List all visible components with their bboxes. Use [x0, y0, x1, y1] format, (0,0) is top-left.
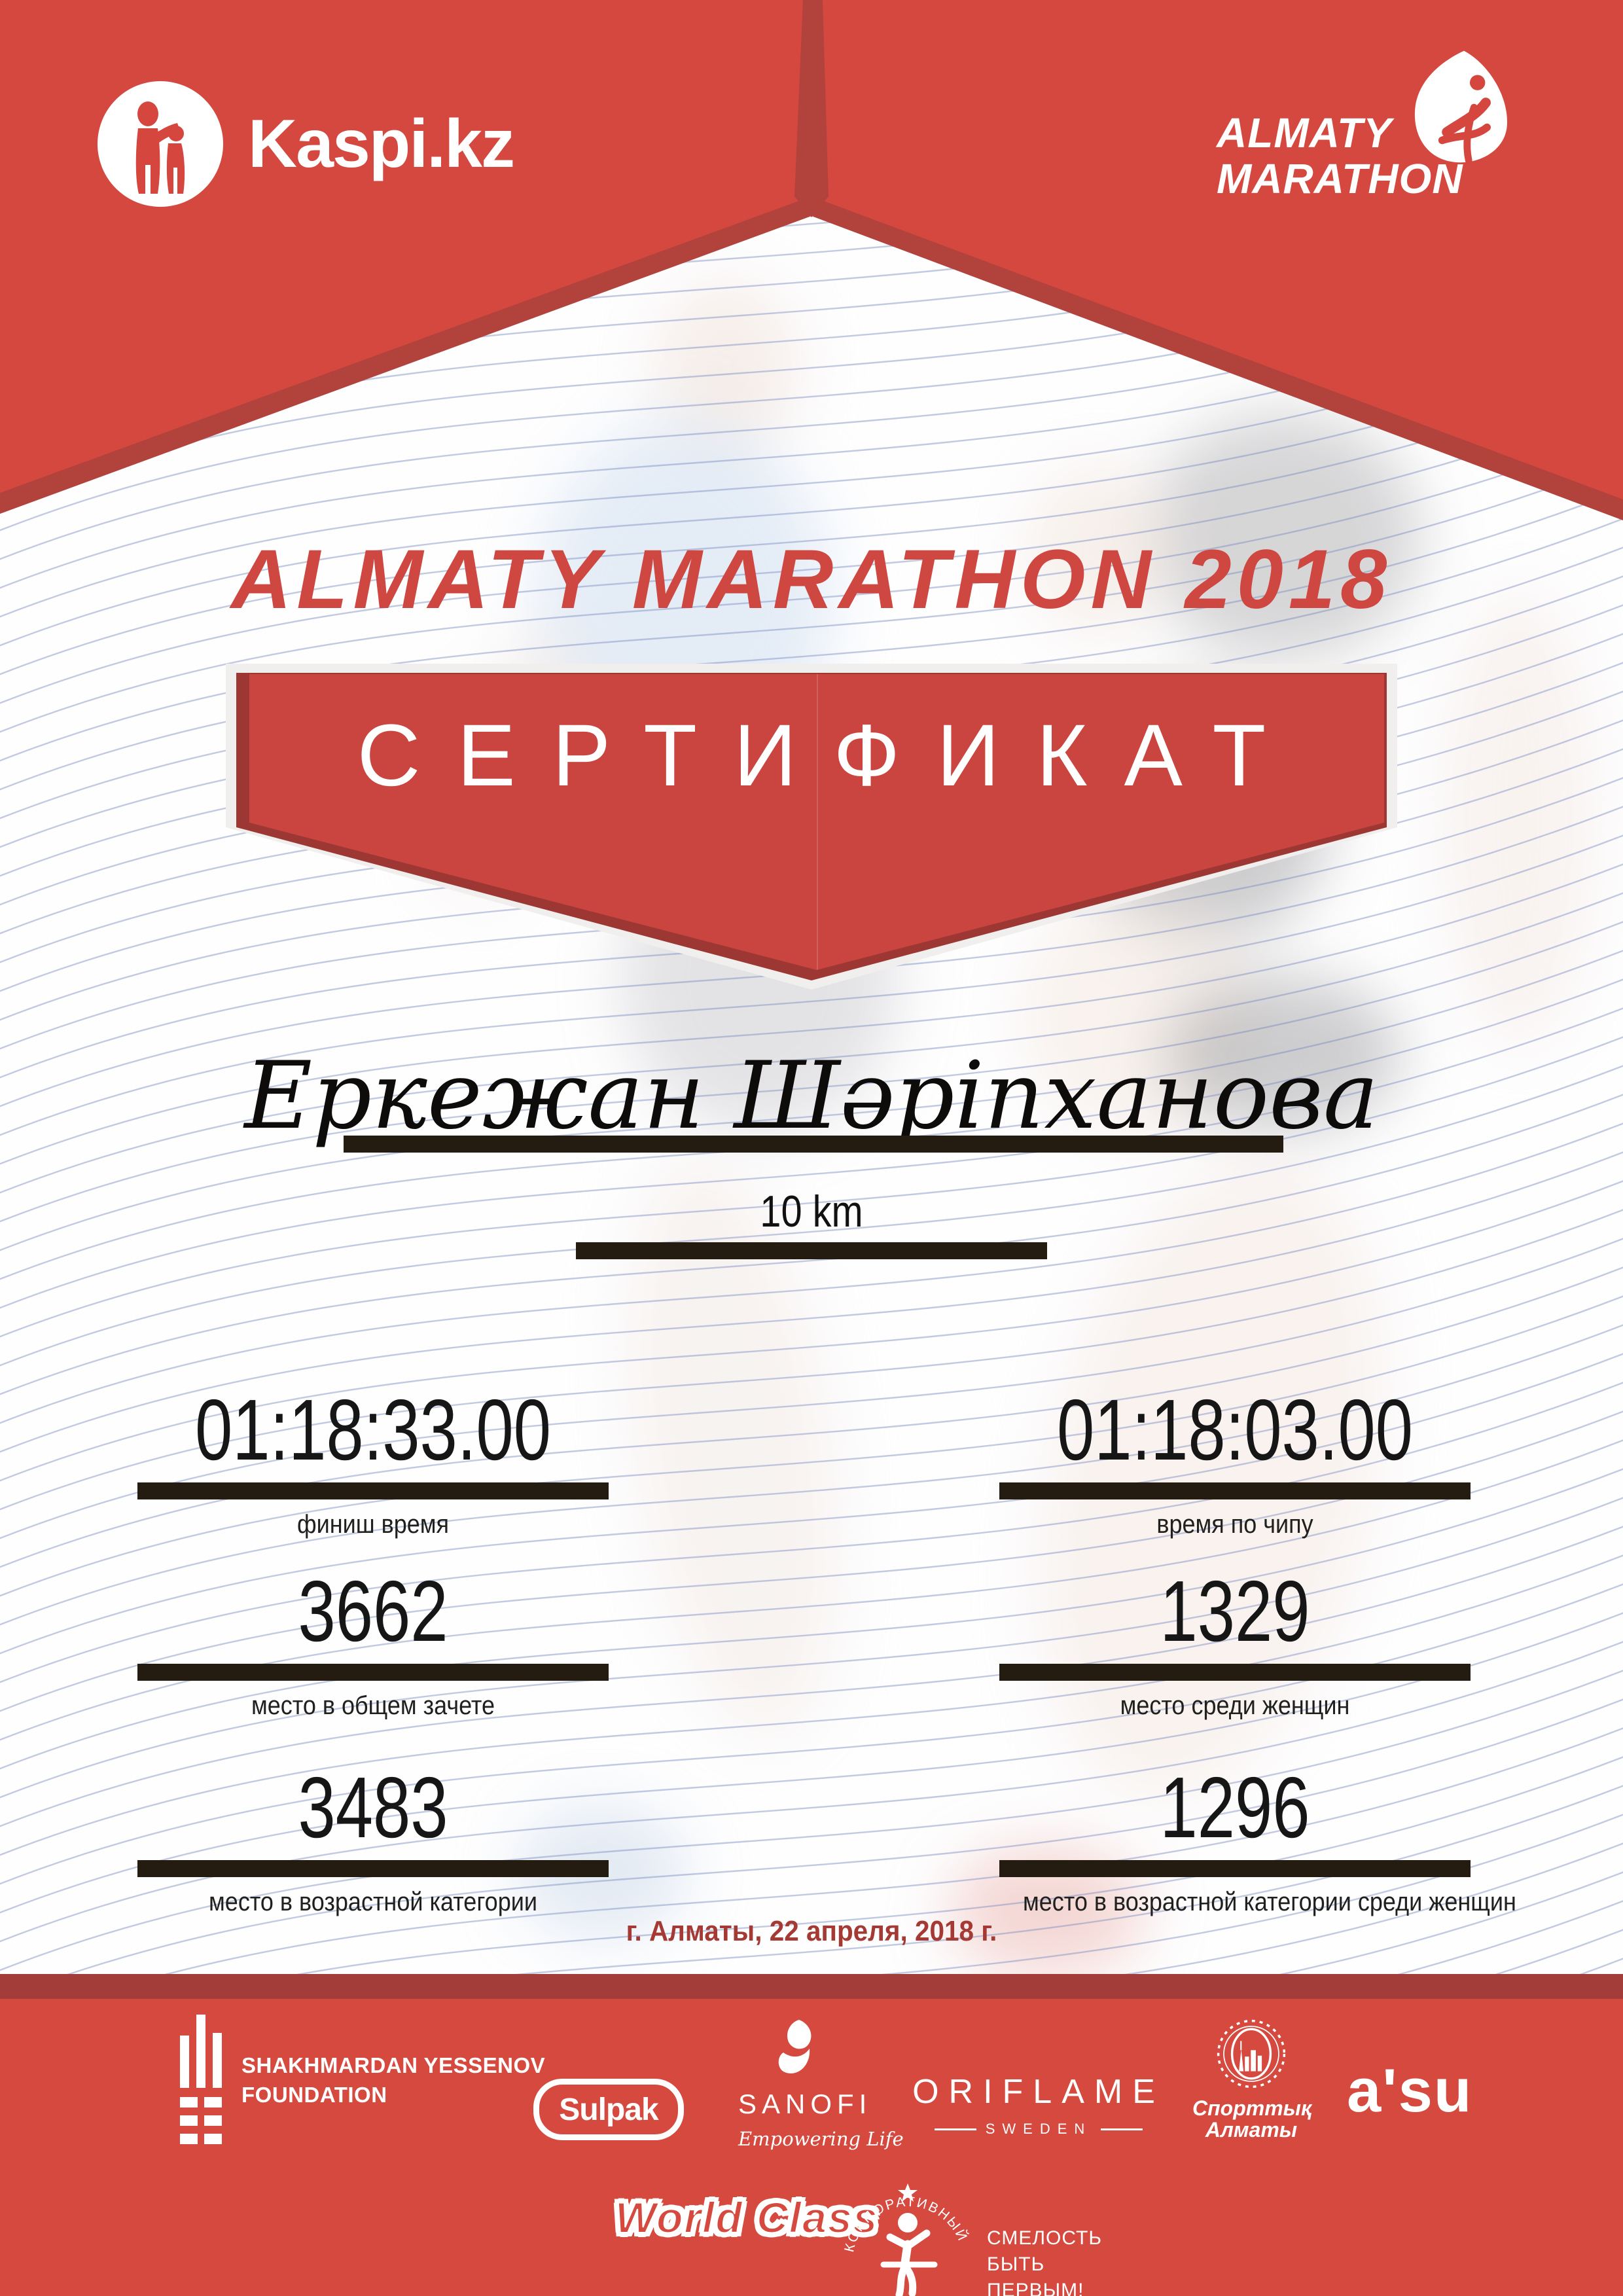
stat-underline	[999, 1860, 1471, 1877]
oriflame-dash-right	[1101, 2128, 1143, 2130]
stat-age-category-women-place: 1296 место в возрастной категории среди …	[999, 1759, 1516, 1916]
header-band	[0, 0, 1623, 537]
stat-value: 3483	[298, 1759, 448, 1856]
sport-almaty-text: Спорттық Алматы	[1192, 2096, 1312, 2142]
fund-star-icon	[898, 2183, 918, 2202]
almaty-marathon-logo-text: ALMATY MARATHON	[1217, 110, 1463, 202]
sanofi-logo-text: SANOFI	[738, 2089, 872, 2119]
stat-value: 01:18:33.00	[195, 1382, 551, 1478]
oriflame-logo-text: ORIFLAME	[912, 2073, 1165, 2111]
photo-woman-hair	[1145, 412, 1420, 661]
stat-label: время по чипу	[1156, 1510, 1313, 1539]
sport-almaty-line1: Спорттық	[1192, 2096, 1312, 2120]
stat-label: финиш время	[296, 1510, 450, 1539]
maroon-stripe	[0, 1974, 1623, 1999]
certificate-ribbon: СЕРТИФИКАТ	[226, 664, 1397, 990]
sulpak-logo-text: Sulpak	[559, 2092, 658, 2127]
yessenov-line2: FOUNDATION	[241, 2083, 387, 2107]
asu-logo: a'su	[1347, 2056, 1473, 2125]
distance-value: 10 km	[760, 1187, 863, 1236]
event-date-location: г. Алматы, 22 апреля, 2018 г.	[626, 1915, 997, 1947]
stat-underline	[137, 1664, 609, 1681]
oriflame-dash-left	[934, 2128, 976, 2130]
corporate-fund-emblem-icon: КОРПОРАТИВНЫЙ ФОНД	[839, 2176, 971, 2296]
kaspi-logo-text: Kaspi.kz	[248, 105, 515, 182]
sanofi-tagline: Empowering Life	[738, 2128, 904, 2150]
stat-value: 1329	[1160, 1563, 1310, 1659]
yessenov-foundation-icon	[180, 2015, 222, 2144]
almaty-marathon-line1: ALMATY	[1217, 109, 1392, 156]
fund-slogan-line1: СМЕЛОСТЬ	[987, 2227, 1103, 2249]
name-underline	[344, 1136, 1283, 1153]
photo-woman-torso	[1021, 890, 1257, 1139]
oriflame-sweden-row: SWEDEN	[911, 2121, 1166, 2138]
stat-label: место в возрастной категории среди женщи…	[1023, 1888, 1516, 1916]
yessenov-foundation-logo: SHAKHMARDAN YESSENOV FOUNDATION	[180, 2015, 545, 2145]
fund-slogan-line2: БЫТЬ	[987, 2253, 1045, 2275]
stat-women-place: 1329 место среди женщин	[999, 1568, 1471, 1720]
sport-almaty-line2: Алматы	[1205, 2118, 1298, 2142]
stat-label: место среди женщин	[1120, 1691, 1350, 1720]
distance-underline	[576, 1242, 1047, 1259]
stat-underline	[999, 1664, 1471, 1681]
stat-label: место в общем зачете	[251, 1691, 495, 1720]
certificate-label: СЕРТИФИКАТ	[357, 707, 1303, 804]
photo-woman-shorts	[1165, 975, 1400, 1132]
world-class-logo: World Class	[615, 2193, 879, 2242]
stat-overall-place: 3662 место в общем зачете	[137, 1568, 609, 1720]
oriflame-sweden-text: SWEDEN	[985, 2121, 1092, 2137]
fund-slogan-line3: ПЕРВЫМ!	[987, 2280, 1084, 2296]
event-title: ALMATY MARATHON 2018	[230, 533, 1393, 626]
stat-label: место в возрастной категории	[209, 1888, 537, 1916]
sanofi-bird-icon	[778, 2020, 812, 2073]
stat-value: 01:18:03.00	[1057, 1382, 1413, 1478]
stat-underline	[137, 1482, 609, 1499]
yessenov-line1: SHAKHMARDAN YESSENOV	[241, 2053, 546, 2077]
stat-underline	[137, 1860, 609, 1877]
sulpak-logo: Sulpak	[533, 2079, 684, 2140]
stat-finish-time: 01:18:33.00 финиш время	[137, 1387, 609, 1539]
photo-woman-face	[1027, 465, 1171, 635]
stat-underline	[999, 1482, 1471, 1499]
stat-chip-time: 01:18:03.00 время по чипу	[999, 1387, 1471, 1539]
kaspi-icon	[98, 81, 223, 207]
photo-arm-right	[1440, 589, 1597, 1047]
kaspi-logo: Kaspi.kz	[98, 81, 515, 207]
stat-value: 3662	[298, 1563, 448, 1659]
fund-slogan: СМЕЛОСТЬ БЫТЬ ПЕРВЫМ!	[987, 2225, 1102, 2296]
sport-almaty-logo: Спорттық Алматы	[1192, 2017, 1312, 2142]
stat-value: 1296	[1160, 1759, 1310, 1856]
sponsors-footer: SHAKHMARDAN YESSENOV FOUNDATION Sulpak S…	[0, 1999, 1623, 2296]
corporate-fund-logo: КОРПОРАТИВНЫЙ ФОНД СМЕЛОСТЬ БЫТЬ ПЕРВЫМ!	[839, 2176, 1102, 2296]
stat-age-category-place: 3483 место в возрастной категории	[137, 1765, 609, 1916]
sport-almaty-emblem-icon	[1217, 2019, 1286, 2089]
almaty-marathon-runner-icon	[1414, 50, 1508, 164]
yessenov-foundation-text: SHAKHMARDAN YESSENOV FOUNDATION	[241, 2051, 545, 2109]
almaty-marathon-line2: MARATHON	[1217, 155, 1463, 202]
sanofi-logo: SANOFI Empowering Life	[738, 2018, 904, 2150]
oriflame-logo: ORIFLAME SWEDEN	[911, 2072, 1166, 2138]
participant-name: Еркежан Шәріпханова	[244, 1042, 1379, 1150]
